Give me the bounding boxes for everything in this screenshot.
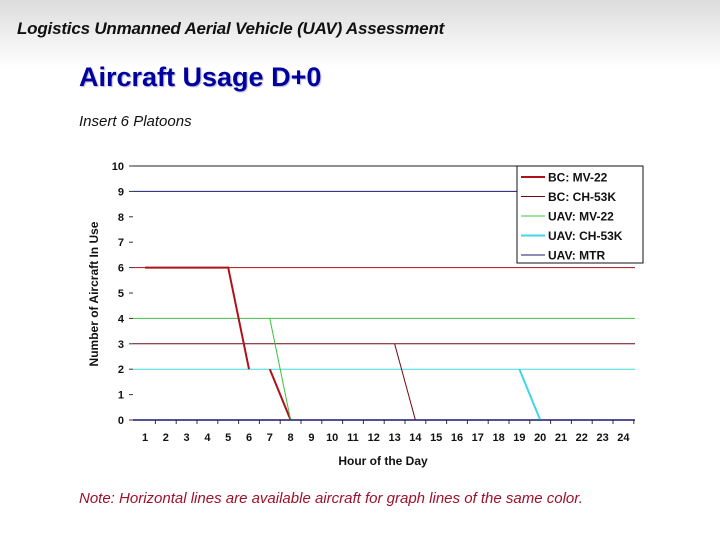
y-axis-label: Number of Aircraft In Use: [87, 221, 101, 366]
footnote: Note: Horizontal lines are available air…: [79, 490, 583, 507]
y-axis-title: Number of Aircraft In Use: [87, 221, 101, 366]
y-tick-label: 0: [118, 415, 124, 427]
y-tick-label: 4: [118, 313, 125, 325]
x-tick-label: 18: [492, 432, 504, 444]
x-tick-label: 23: [596, 432, 608, 444]
y-tick-label: 1: [118, 390, 124, 402]
slide-title: Aircraft Usage D+0: [79, 62, 322, 92]
legend-item-label: UAV: MV-22: [548, 210, 614, 224]
x-tick-label: 14: [409, 432, 422, 444]
x-tick-label: 8: [288, 432, 294, 444]
chart-legend: BC: MV-22 BC: CH-53K UAV: MV-22 UAV: CH-53K…: [516, 165, 644, 264]
chart-subtitle: Insert 6 Platoons: [79, 113, 192, 130]
series-lines: [145, 266, 624, 421]
x-tick-label: 16: [451, 432, 463, 444]
legend-item-label: BC: MV-22: [548, 171, 608, 185]
y-tick-label: 8: [118, 212, 124, 224]
x-tick-label: 5: [225, 432, 231, 444]
series-line: [394, 343, 416, 421]
x-tick-label: 22: [576, 432, 588, 444]
legend-item-label: UAV: MTR: [548, 249, 605, 263]
series-line: [268, 368, 292, 421]
x-tick-label: 6: [246, 432, 252, 444]
y-tick-label: 6: [118, 263, 124, 275]
series-line: [145, 266, 250, 370]
x-axis: 1 2 3 4 5 6 7 8 9 10 11 12 13 14 15 16 17 18 19 20 21 22 23 24: [133, 419, 635, 444]
x-tick-label: 9: [308, 432, 314, 444]
x-axis-label: Hour of the Day: [338, 454, 428, 468]
x-tick-label: 17: [472, 432, 484, 444]
x-tick-label: 4: [204, 432, 211, 444]
x-tick-label: 10: [326, 432, 338, 444]
y-tick-label: 2: [118, 364, 124, 376]
x-tick-label: 12: [368, 432, 380, 444]
x-tick-label: 7: [267, 432, 273, 444]
legend-item-label: UAV: CH-53K: [548, 229, 623, 243]
x-tick-label: 21: [555, 432, 567, 444]
legend-item-label: BC: CH-53K: [548, 190, 616, 204]
y-tick-label: 10: [112, 161, 124, 173]
header-title: Logistics Unmanned Aerial Vehicle (UAV) …: [17, 19, 445, 38]
y-tick-label: 3: [118, 339, 124, 351]
x-tick-label: 13: [388, 432, 400, 444]
series-line: [269, 318, 292, 421]
legend-box: [516, 165, 644, 264]
x-tick-label: 2: [163, 432, 169, 444]
x-tick-label: 1: [142, 432, 148, 444]
series-line: [518, 368, 542, 421]
x-tick-label: 3: [184, 432, 190, 444]
availability-lines: [133, 190, 635, 370]
x-tick-label: 19: [513, 432, 525, 444]
x-tick-label: 15: [430, 432, 442, 444]
y-tick-label: 7: [118, 237, 124, 249]
x-tick-label: 20: [534, 432, 546, 444]
x-tick-label: 24: [617, 432, 630, 444]
x-tick-label: 11: [347, 432, 359, 444]
y-tick-label: 5: [118, 288, 124, 300]
y-tick-label: 9: [118, 186, 124, 198]
